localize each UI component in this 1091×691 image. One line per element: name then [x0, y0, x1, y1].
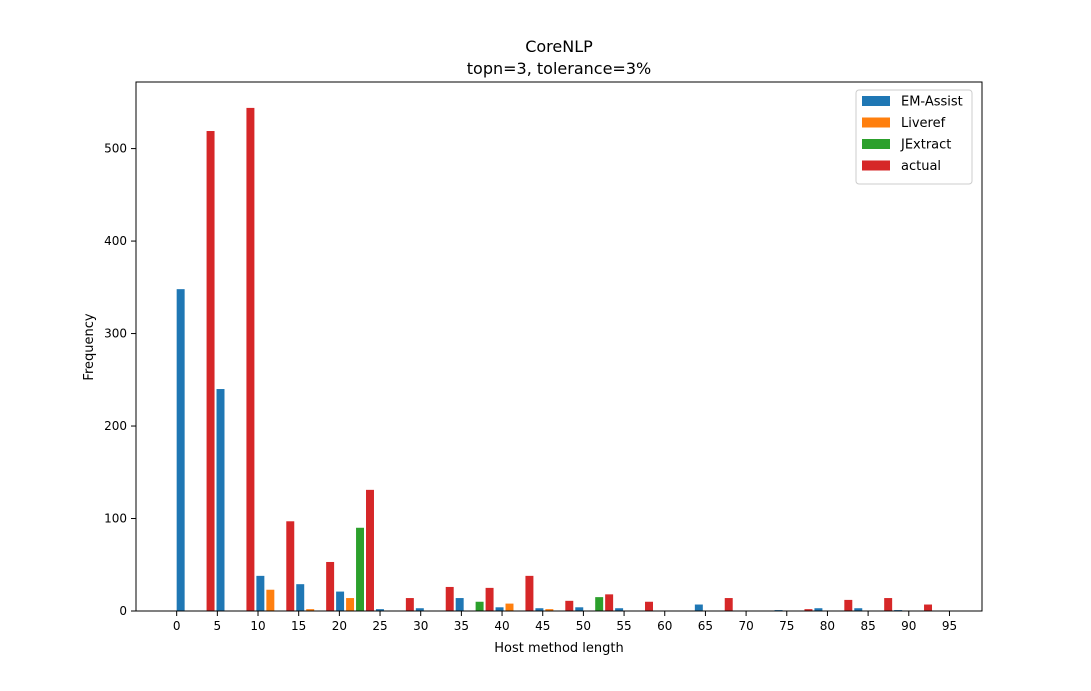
- bar-em-assist-17: [854, 608, 863, 611]
- bar-em-assist-4: [336, 591, 345, 611]
- bar-actual-18: [924, 604, 933, 611]
- legend-swatch-actual: [862, 160, 890, 171]
- bar-em-assist-7: [455, 598, 464, 611]
- x-axis: 0 5 10 15 20 25 30 35 40 45 50 55 60 65 70 75 80 85 90 95: [173, 611, 957, 633]
- bar-liveref-3: [306, 609, 315, 611]
- bar-em-assist-5: [375, 609, 384, 611]
- plot-frame: [135, 81, 983, 612]
- bar-em-assist-1: [216, 389, 225, 611]
- bars-group: [176, 107, 933, 612]
- bar-em-assist-3: [296, 584, 305, 611]
- bar-liveref-2: [266, 589, 275, 611]
- chart-subtitle: topn=3, tolerance=3%: [467, 59, 651, 78]
- bar-jextract-7: [475, 601, 484, 611]
- bar-em-assist-11: [615, 608, 624, 611]
- bar-actual-7: [485, 587, 494, 611]
- bar-em-assist-0: [176, 289, 185, 611]
- x-tick-label: 80: [820, 619, 835, 633]
- x-tick-label: 10: [250, 619, 265, 633]
- bar-jextract-4: [356, 527, 365, 611]
- x-tick-label: 90: [901, 619, 916, 633]
- chart-title: CoreNLP: [525, 37, 593, 56]
- bar-actual-10: [605, 594, 614, 611]
- x-tick-label: 30: [413, 619, 428, 633]
- legend-label-em-assist: EM-Assist: [901, 95, 963, 110]
- x-tick-label: 75: [779, 619, 794, 633]
- y-tick-label: 0: [119, 604, 127, 618]
- legend: EM-Assist Liveref JExtract actual: [855, 89, 973, 185]
- legend-swatch-em-assist: [862, 96, 890, 106]
- bar-actual-4: [366, 489, 374, 611]
- x-tick-label: 50: [576, 619, 591, 633]
- bar-actual-17: [884, 598, 893, 611]
- x-tick-label: 60: [657, 619, 672, 633]
- x-tick-label: 65: [698, 619, 713, 633]
- bar-actual-6: [445, 586, 454, 611]
- bar-actual-5: [405, 598, 414, 611]
- y-axis: 0 100 200 300 400 500: [104, 142, 136, 618]
- x-tick-label: 45: [535, 619, 550, 633]
- bar-actual-16: [844, 599, 853, 611]
- bar-actual-1: [246, 107, 255, 612]
- x-tick-label: 85: [860, 619, 875, 633]
- bar-liveref-9: [545, 609, 554, 611]
- legend-swatch-jextract: [862, 139, 890, 149]
- legend-label-jextract: JExtract: [900, 138, 951, 153]
- x-tick-label: 35: [454, 619, 469, 633]
- x-tick-label: 55: [616, 619, 631, 633]
- bar-em-assist-10: [575, 607, 584, 611]
- y-tick-label: 500: [104, 142, 127, 156]
- bar-em-assist-9: [535, 608, 544, 611]
- bar-em-assist-8: [495, 607, 504, 611]
- y-tick-label: 200: [104, 419, 127, 433]
- x-axis-label: Host method length: [494, 641, 624, 656]
- x-tick-label: 15: [291, 619, 306, 633]
- bar-actual-15: [804, 609, 813, 611]
- x-tick-label: 5: [214, 619, 222, 633]
- bar-em-assist-13: [694, 604, 703, 611]
- bar-em-assist-6: [415, 608, 424, 611]
- bar-actual-8: [525, 575, 534, 611]
- legend-label-actual: actual: [901, 159, 941, 174]
- y-tick-label: 100: [104, 512, 127, 526]
- y-tick-label: 300: [104, 327, 127, 341]
- bar-actual-2: [286, 521, 295, 611]
- bar-em-assist-16: [814, 608, 823, 611]
- x-tick-label: 70: [738, 619, 753, 633]
- bar-actual-13: [724, 598, 733, 611]
- y-axis-label: Frequency: [82, 313, 97, 380]
- bar-jextract-10: [595, 597, 604, 611]
- y-tick-label: 400: [104, 234, 127, 248]
- x-tick-label: 40: [494, 619, 509, 633]
- bar-actual-9: [565, 600, 574, 611]
- bar-actual-0: [206, 131, 215, 611]
- bar-em-assist-2: [256, 575, 265, 611]
- x-tick-label: 20: [332, 619, 347, 633]
- bar-actual-3: [326, 561, 335, 611]
- legend-swatch-liveref: [862, 117, 890, 128]
- bar-liveref-8: [505, 603, 514, 611]
- x-tick-label: 25: [372, 619, 387, 633]
- legend-label-liveref: Liveref: [901, 116, 946, 131]
- x-tick-label: 95: [942, 619, 957, 633]
- bar-actual-11: [645, 601, 653, 611]
- x-tick-label: 0: [173, 619, 181, 633]
- bar-liveref-4: [346, 598, 355, 611]
